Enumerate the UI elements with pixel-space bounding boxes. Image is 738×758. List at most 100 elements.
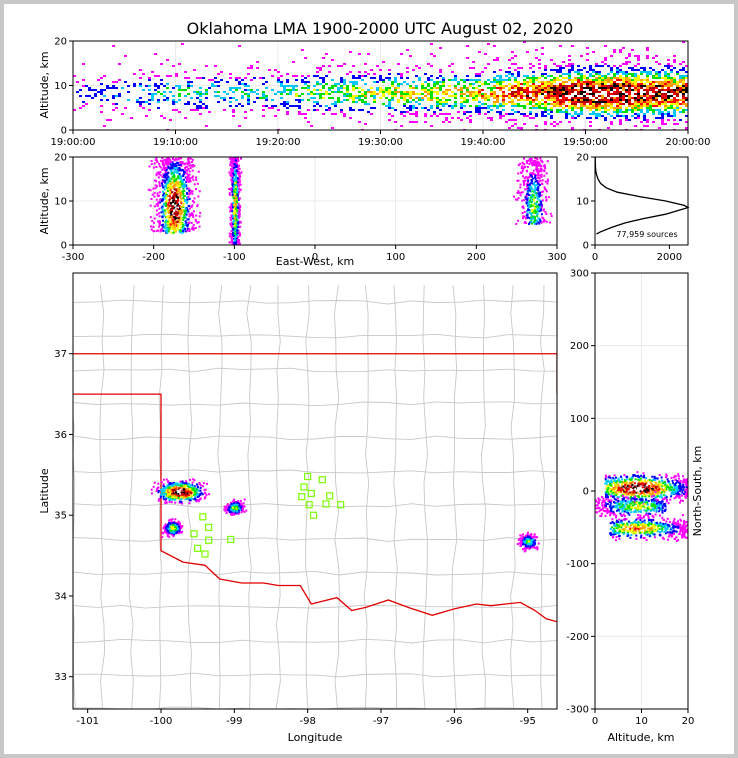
time-height-source <box>319 77 322 79</box>
east-west-source <box>191 176 194 179</box>
time-height-source <box>556 93 559 95</box>
east-west-source <box>537 180 540 183</box>
east-west-source <box>533 183 536 186</box>
time-height-source <box>478 95 481 97</box>
time-height-source <box>172 95 175 97</box>
time-height-source <box>430 99 433 101</box>
time-height-source <box>490 117 493 119</box>
east-west-source <box>236 157 239 160</box>
time-height-source <box>643 117 646 119</box>
time-height-source <box>247 73 250 75</box>
east-west-source <box>178 167 181 170</box>
east-west-source <box>164 185 167 188</box>
time-height-source <box>556 77 559 79</box>
east-west-source <box>175 178 178 181</box>
east-west-source <box>529 174 532 177</box>
east-west-source <box>159 230 162 233</box>
time-height-source <box>532 87 535 89</box>
plan-view-source <box>171 494 174 497</box>
time-height-source <box>586 87 589 89</box>
plan-view-source <box>195 500 198 503</box>
east-west-source <box>524 217 527 220</box>
time-height-source <box>319 105 322 107</box>
east-west-source <box>230 236 233 239</box>
time-height-source <box>472 93 475 95</box>
east-west-source <box>541 199 544 202</box>
plan-view-source <box>196 483 199 486</box>
east-west-source <box>541 161 544 164</box>
time-height-source <box>349 117 352 119</box>
east-west-source <box>530 212 533 215</box>
time-height-source <box>526 81 529 83</box>
east-west-source <box>194 188 197 191</box>
time-height-source <box>595 65 598 67</box>
east-west-source <box>228 188 231 191</box>
time-height-source <box>607 93 610 95</box>
time-height-source <box>607 97 610 99</box>
time-height-source <box>235 105 238 107</box>
time-height-source <box>595 79 598 81</box>
time-height-source <box>679 119 682 121</box>
time-height-source <box>349 71 352 73</box>
time-height-source <box>508 127 511 129</box>
east-west-source <box>155 173 158 176</box>
time-height-source <box>532 105 535 107</box>
east-west-xtick-label: -100 <box>223 252 246 263</box>
east-west-source <box>234 214 237 217</box>
time-height-source <box>298 99 301 101</box>
time-height-source <box>388 69 391 71</box>
east-west-source <box>155 157 158 160</box>
time-height-source <box>523 75 526 77</box>
east-west-source <box>538 193 541 196</box>
east-west-source <box>180 157 183 160</box>
plan-view-source <box>192 478 195 481</box>
east-west-source <box>155 180 158 183</box>
east-west-source <box>165 166 168 169</box>
time-height-source <box>472 87 475 89</box>
time-height-source <box>430 75 433 77</box>
time-height-source <box>373 95 376 97</box>
county-line <box>246 285 252 709</box>
time-height-source <box>277 71 280 73</box>
time-height-source <box>367 103 370 105</box>
time-height-source <box>604 85 607 87</box>
time-height-source <box>613 111 616 113</box>
time-height-source <box>682 111 685 113</box>
plan-view-source <box>171 527 174 530</box>
time-height-source <box>454 85 457 87</box>
east-west-source <box>527 179 530 182</box>
east-west-source <box>537 164 540 167</box>
time-height-source <box>304 87 307 89</box>
time-height-source <box>190 109 193 111</box>
east-west-source <box>195 178 198 181</box>
time-height-source <box>628 77 631 79</box>
time-height-source <box>550 99 553 101</box>
east-west-source <box>235 175 238 178</box>
plan-view-source <box>174 493 177 496</box>
time-height-source <box>667 85 670 87</box>
time-height-source <box>328 87 331 89</box>
time-height-source <box>685 91 688 93</box>
time-height-source <box>142 89 145 91</box>
time-height-source <box>442 121 445 123</box>
east-west-source <box>233 191 236 194</box>
time-height-source <box>196 105 199 107</box>
east-west-source <box>162 196 165 199</box>
time-height-source <box>337 101 340 103</box>
east-west-source <box>230 172 233 175</box>
time-height-source <box>565 115 568 117</box>
east-west-source <box>529 161 532 164</box>
time-height-source <box>574 79 577 81</box>
east-west-source <box>540 206 543 209</box>
east-west-source <box>233 166 236 169</box>
east-west-source <box>172 204 175 207</box>
east-west-source <box>535 203 538 206</box>
east-west-source <box>188 230 191 233</box>
time-height-source <box>556 101 559 103</box>
east-west-source <box>235 160 238 163</box>
time-height-source <box>592 107 595 109</box>
time-height-source <box>607 79 610 81</box>
time-height-source <box>406 91 409 93</box>
time-height-source <box>175 75 178 77</box>
time-height-source <box>385 89 388 91</box>
